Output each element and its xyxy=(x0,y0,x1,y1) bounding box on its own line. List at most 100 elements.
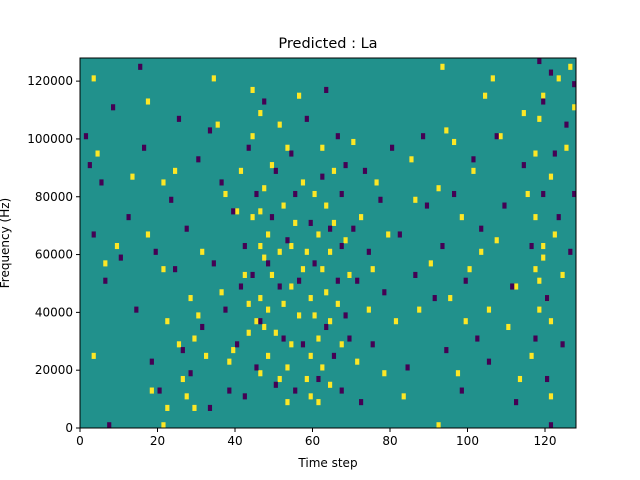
heatmap-cell-low xyxy=(351,225,356,232)
y-tick-label: 20000 xyxy=(35,363,73,377)
y-tick-label: 120000 xyxy=(27,74,73,88)
heatmap-cell-high xyxy=(556,75,561,82)
heatmap-cell-low xyxy=(541,98,546,105)
heatmap-cell-high xyxy=(289,341,294,348)
heatmap-cell-high xyxy=(238,167,244,174)
heatmap-cell-high xyxy=(277,375,282,383)
heatmap-cell-low xyxy=(111,104,116,111)
heatmap-cell-high xyxy=(176,341,182,348)
heatmap-cell-high xyxy=(145,98,151,105)
heatmap-cell-high xyxy=(467,266,472,273)
heatmap-cell-high xyxy=(103,260,108,267)
heatmap-cell-low xyxy=(320,173,325,180)
heatmap-cell-high xyxy=(444,127,449,134)
heatmap-cell-low xyxy=(382,289,387,296)
heatmap-cell-high xyxy=(258,295,263,302)
heatmap-cell-low xyxy=(235,341,240,348)
x-axis-label: Time step xyxy=(297,456,357,470)
heatmap-cells xyxy=(80,58,577,429)
heatmap-cell-high xyxy=(331,167,337,174)
x-tick-label: 120 xyxy=(534,434,557,448)
heatmap-cell-high xyxy=(204,352,209,359)
heatmap-cell-high xyxy=(479,248,484,255)
heatmap-cell-low xyxy=(545,375,550,383)
heatmap-cell-high xyxy=(269,271,275,278)
heatmap-cell-low xyxy=(246,144,251,151)
heatmap-cell-high xyxy=(529,352,534,359)
heatmap-cell-high xyxy=(440,63,445,70)
heatmap-cell-high xyxy=(498,133,503,140)
heatmap-cell-low xyxy=(118,254,123,261)
heatmap-cell-low xyxy=(413,271,418,278)
chart-title: Predicted : La xyxy=(278,36,377,52)
heatmap-cell-high xyxy=(537,115,542,122)
heatmap-cell-high xyxy=(459,214,464,221)
heatmap-cell-low xyxy=(355,277,360,284)
heatmap-cell-low xyxy=(471,156,476,163)
heatmap-cell-high xyxy=(335,300,340,307)
heatmap-cell-high xyxy=(506,323,511,331)
heatmap-cell-high xyxy=(161,266,166,273)
heatmap-cell-low xyxy=(444,347,449,354)
heatmap-cell-high xyxy=(254,318,259,325)
heatmap-cell-high xyxy=(490,75,495,82)
heatmap-cell-high xyxy=(269,162,275,169)
heatmap-cell-high xyxy=(285,144,290,151)
heatmap-cell-low xyxy=(486,358,492,365)
heatmap-cell-high xyxy=(533,266,538,273)
heatmap-cell-high xyxy=(300,179,306,186)
heatmap-cell-low xyxy=(99,179,104,186)
heatmap-cell-low xyxy=(138,63,143,70)
heatmap-cell-high xyxy=(568,63,573,70)
heatmap-cell-high xyxy=(281,202,286,209)
heatmap-cell-low xyxy=(173,266,178,273)
heatmap-cell-low xyxy=(572,190,577,198)
heatmap-cell-high xyxy=(215,121,220,128)
heatmap-cell-low xyxy=(463,277,468,284)
heatmap-cell-low xyxy=(339,190,344,198)
heatmap-cell-low xyxy=(250,271,255,278)
heatmap-cell-high xyxy=(494,237,499,244)
heatmap-cell-high xyxy=(351,138,356,146)
heatmap-cell-high xyxy=(560,271,565,278)
heatmap-cell-high xyxy=(409,156,414,163)
heatmap-cell-high xyxy=(219,289,224,296)
heatmap-cell-low xyxy=(390,144,395,151)
heatmap-cell-low xyxy=(568,248,573,255)
heatmap-cell-high xyxy=(537,277,542,284)
x-tick-label: 0 xyxy=(76,434,84,448)
heatmap-cell-low xyxy=(157,387,162,394)
heatmap-cell-high xyxy=(486,306,492,313)
heatmap-cell-high xyxy=(347,271,352,278)
heatmap-cell-high xyxy=(483,92,488,99)
plot-frame xyxy=(79,57,577,429)
heatmap-cell-high xyxy=(285,399,290,406)
heatmap-cell-low xyxy=(556,214,561,221)
heatmap-cell-low xyxy=(452,190,457,198)
heatmap-cell-high xyxy=(161,179,166,186)
heatmap-cell-low xyxy=(529,243,534,250)
heatmap-cell-high xyxy=(548,173,554,180)
heatmap-cell-low xyxy=(510,283,515,290)
heatmap-cell-high xyxy=(541,254,546,261)
heatmap-cell-low xyxy=(211,260,216,267)
heatmap-cell-high xyxy=(374,179,379,186)
heatmap-cell-low xyxy=(126,214,131,221)
heatmap-cell-high xyxy=(277,121,282,128)
heatmap-cell-high xyxy=(289,283,294,290)
heatmap-cell-high xyxy=(537,306,542,313)
heatmap-cell-high xyxy=(316,335,321,342)
heatmap-cell-low xyxy=(254,364,259,371)
heatmap-cell-low xyxy=(142,144,147,151)
heatmap-cell-high xyxy=(184,393,189,400)
heatmap-cell-low xyxy=(281,335,286,342)
heatmap-cell-high xyxy=(304,248,309,255)
heatmap-cell-high xyxy=(145,231,151,238)
heatmap-cell-low xyxy=(359,399,364,406)
heatmap-cell-low xyxy=(223,306,228,313)
heatmap-cell-high xyxy=(521,110,526,117)
heatmap-cell-low xyxy=(277,283,282,290)
heatmap-cell-high xyxy=(436,185,441,192)
heatmap-cell-high xyxy=(277,248,282,255)
heatmap-cell-high xyxy=(355,358,360,365)
